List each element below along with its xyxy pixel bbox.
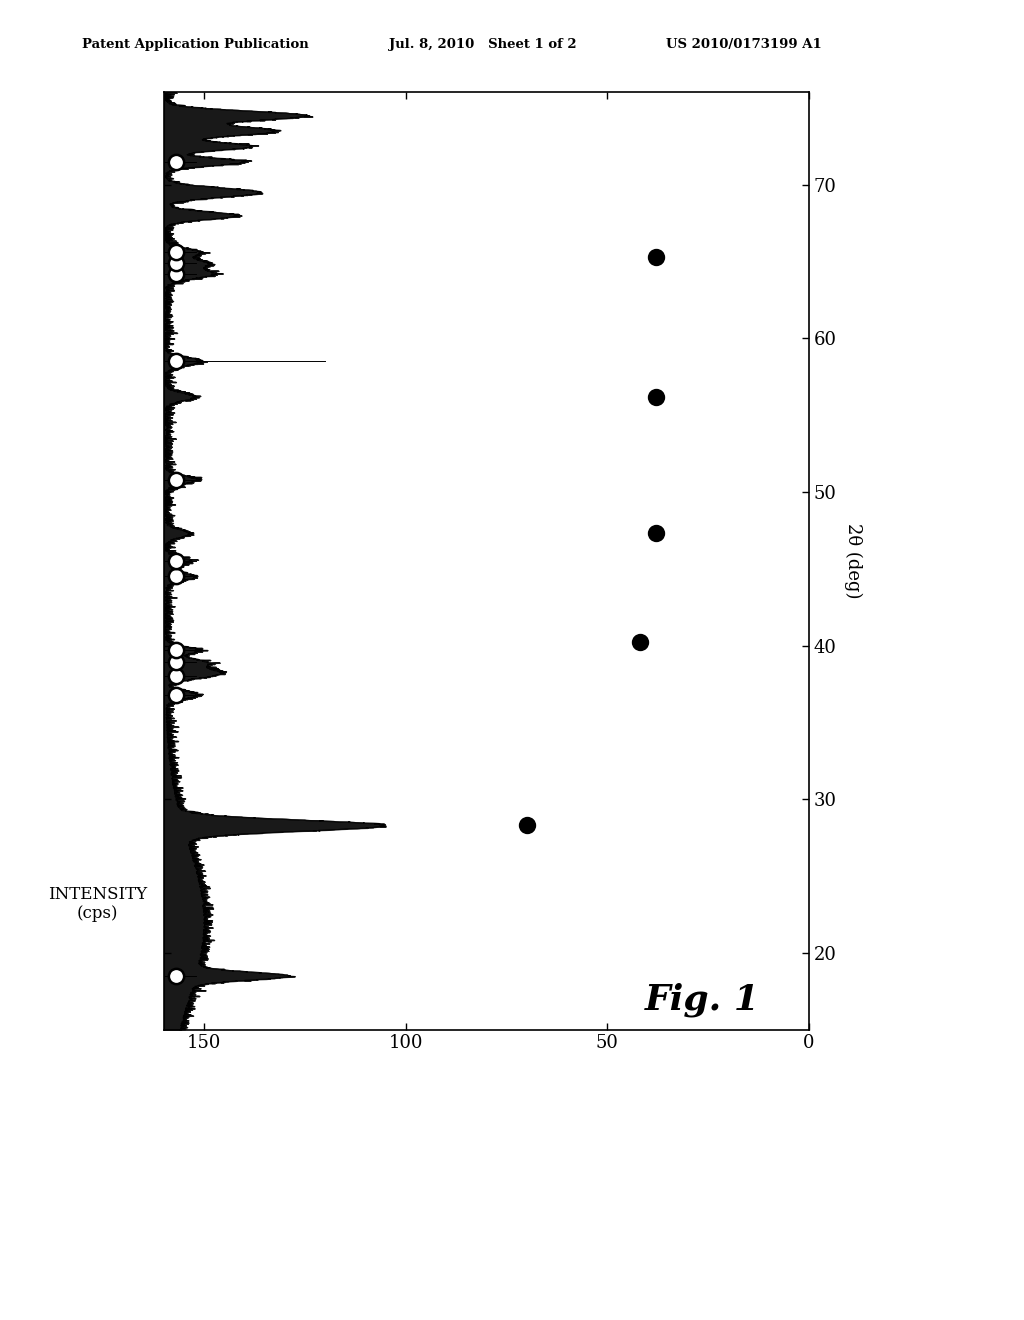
Text: US 2010/0173199 A1: US 2010/0173199 A1 [666,37,821,50]
Text: Fig. 1: Fig. 1 [645,983,760,1018]
Y-axis label: 2θ (deg): 2θ (deg) [844,523,862,599]
Text: Patent Application Publication: Patent Application Publication [82,37,308,50]
Text: INTENSITY
(cps): INTENSITY (cps) [48,886,146,923]
Text: Jul. 8, 2010   Sheet 1 of 2: Jul. 8, 2010 Sheet 1 of 2 [389,37,577,50]
